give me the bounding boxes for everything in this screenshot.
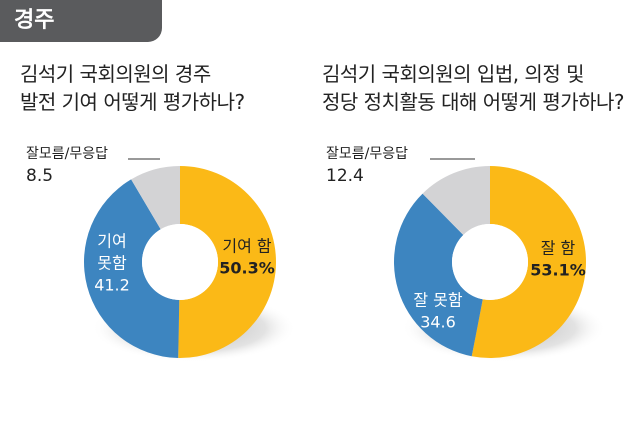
chart-2-title-line-2: 정당 정치활동 대해 어떻게 평가하나? [322, 90, 625, 114]
chart-1-slice-2-label: 못함 [97, 254, 127, 273]
chart-2-slice-2-value: 34.6 [420, 313, 456, 332]
chart-2-title-line-1: 김석기 국회의원의 입법, 의정 및 [322, 62, 585, 86]
chart-1-slice-1 [178, 166, 276, 358]
chart-2-slice-1-value: 53.1% [530, 261, 586, 280]
chart-2-title: 김석기 국회의원의 입법, 의정 및 정당 정치활동 대해 어떻게 평가하나? [322, 60, 625, 116]
chart-1-title-line-1: 김석기 국회의원의 경주 [20, 62, 211, 86]
region-tab: 경주 [0, 0, 162, 42]
chart-1-slice-2-value: 41.2 [94, 276, 130, 295]
chart-2-slice-2 [394, 193, 483, 357]
chart-2-slice-1 [471, 166, 586, 358]
chart-1-title-line-2: 발전 기여 어떻게 평가하나? [20, 90, 245, 114]
chart-2-slice-2-label: 잘 못함 [413, 291, 463, 310]
chart-1-title: 김석기 국회의원의 경주 발전 기여 어떻게 평가하나? [20, 60, 245, 116]
chart-2-slice-1-label: 잘 함 [541, 239, 576, 258]
chart-1-slice-1-label: 기여 함 [222, 237, 272, 256]
chart-1-slice-3-value: 8.5 [26, 166, 53, 186]
chart-2-hole [452, 224, 528, 300]
chart-1-slice-3 [131, 166, 180, 230]
chart-1-slice-2 [83, 179, 180, 358]
chart-2-slice-3-value: 12.4 [326, 166, 364, 186]
chart-1-slice-1-value: 50.3% [219, 259, 275, 278]
chart-1-slice-3-label: 잘모름/무응답 [26, 146, 108, 162]
chart-2-slice-3-label: 잘모름/무응답 [326, 146, 408, 162]
chart-1-slice-2-label: 기여 [97, 232, 126, 251]
chart-2-slice-3 [422, 166, 490, 235]
chart-1-hole [142, 224, 218, 300]
